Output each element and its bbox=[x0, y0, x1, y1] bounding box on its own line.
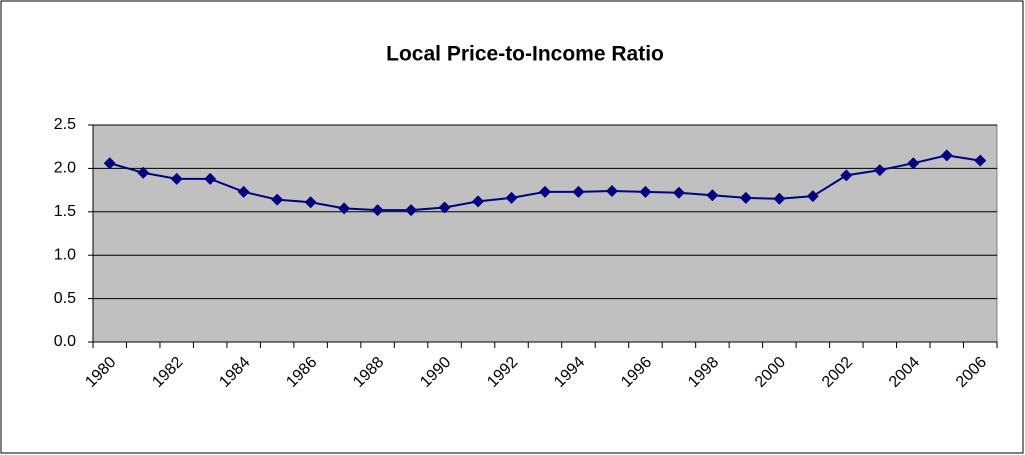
marker bbox=[940, 149, 953, 162]
y-tick-label: 0.5 bbox=[54, 290, 76, 307]
marker bbox=[438, 201, 451, 214]
marker bbox=[907, 157, 920, 170]
plot-area bbox=[92, 124, 998, 343]
marker bbox=[170, 172, 183, 185]
marker bbox=[572, 185, 585, 198]
marker bbox=[672, 186, 685, 199]
marker bbox=[539, 185, 551, 198]
marker bbox=[505, 191, 518, 204]
y-tick-label: 2.5 bbox=[54, 116, 76, 133]
marker bbox=[806, 190, 819, 203]
marker bbox=[773, 192, 786, 205]
y-tick-label: 2.0 bbox=[54, 160, 76, 177]
marker bbox=[739, 191, 752, 204]
marker bbox=[103, 157, 116, 170]
marker bbox=[405, 204, 418, 217]
marker bbox=[974, 154, 987, 167]
chart-title: Local Price-to-Income Ratio bbox=[386, 43, 664, 66]
marker bbox=[605, 184, 618, 197]
marker bbox=[873, 164, 886, 177]
y-tick-label: 0.0 bbox=[54, 333, 76, 350]
marker bbox=[304, 196, 317, 209]
marker bbox=[472, 195, 485, 208]
marker bbox=[137, 166, 150, 179]
y-tick-label: 1.5 bbox=[54, 203, 76, 220]
marker bbox=[338, 202, 351, 215]
marker bbox=[840, 169, 853, 182]
y-tick-label: 1.0 bbox=[54, 246, 76, 263]
marker bbox=[271, 193, 284, 206]
marker bbox=[371, 204, 384, 217]
marker bbox=[237, 185, 250, 198]
marker bbox=[204, 172, 217, 185]
marker bbox=[639, 185, 652, 198]
marker bbox=[706, 189, 719, 202]
